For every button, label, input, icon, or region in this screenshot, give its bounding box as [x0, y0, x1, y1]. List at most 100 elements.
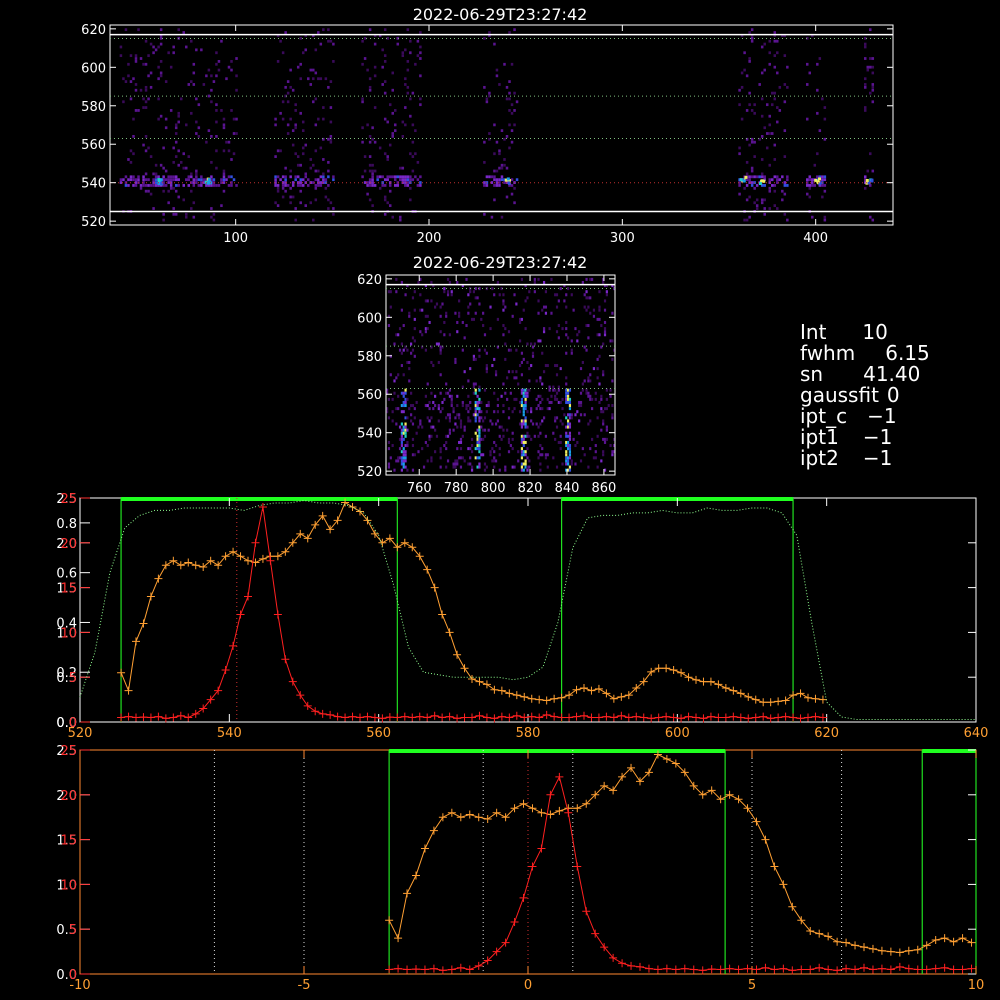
heatmap-cell: [561, 407, 564, 411]
heatmap-cell: [185, 123, 188, 127]
heatmap-cell: [605, 293, 608, 297]
heatmap-cell: [488, 175, 491, 179]
data-point: [609, 713, 618, 722]
data-point: [770, 965, 779, 974]
heatmap-cell: [493, 456, 496, 460]
heatmap-cell: [871, 57, 875, 60]
data-point: [169, 713, 178, 722]
heatmap-cell: [410, 404, 413, 408]
heatmap-cell: [568, 407, 572, 411]
heatmap-cell: [215, 120, 218, 124]
heatmap-cell: [474, 419, 477, 423]
heatmap-cell: [404, 416, 407, 420]
heatmap-cell: [750, 137, 754, 141]
heatmap-cell: [871, 71, 875, 75]
heatmap-cell: [566, 287, 570, 291]
heatmap-cell: [483, 160, 486, 164]
heatmap-cell: [583, 453, 586, 457]
heatmap-cell: [818, 175, 822, 179]
heatmap-cell: [373, 106, 377, 109]
heatmap-cell: [568, 465, 572, 469]
heatmap-cell: [368, 178, 372, 182]
spectrum-y-tick-label: 0.6: [56, 567, 77, 582]
heatmap-cell: [322, 137, 325, 141]
heatmap-cell: [505, 135, 509, 138]
heatmap-cell: [871, 218, 875, 222]
data-point: [692, 713, 700, 722]
heatmap-cell: [552, 456, 555, 460]
heatmap-cell: [402, 459, 405, 463]
heatmap-cell: [768, 123, 771, 127]
heatmap-cell: [152, 51, 155, 55]
data-point: [124, 712, 133, 721]
heatmap-cell: [386, 407, 389, 411]
heatmap-cell: [299, 36, 302, 40]
heatmap-cell: [402, 431, 405, 435]
heatmap-cell: [139, 88, 143, 92]
data-point: [385, 916, 394, 925]
heatmap-cell: [821, 97, 824, 101]
heatmap-cell: [317, 184, 320, 187]
heatmap-cell: [461, 434, 464, 438]
heatmap-cell: [402, 450, 405, 454]
heatmap-cell: [563, 299, 566, 303]
heatmap-cell: [274, 181, 277, 184]
heatmap-cell: [212, 80, 216, 83]
heatmap-cell: [147, 189, 150, 193]
data-point: [721, 683, 730, 692]
heatmap-cell: [400, 280, 403, 284]
heatmap-cell: [520, 397, 524, 401]
heatmap-cell: [768, 178, 771, 182]
heatmap-cell: [152, 45, 155, 49]
heatmap-cell: [505, 85, 509, 89]
heatmap-cell: [570, 351, 573, 355]
spectrum-y-tick-label: 2.0: [56, 537, 77, 552]
data-point: [394, 964, 403, 973]
heatmap-cell: [159, 114, 163, 118]
heatmap-cell: [459, 447, 463, 451]
heatmap-cell: [613, 450, 616, 454]
heatmap-cell: [456, 320, 459, 324]
heatmap-cell: [424, 314, 427, 318]
spectrum-y-tick-label: 5: [69, 671, 77, 686]
heatmap-cell: [500, 175, 504, 179]
heatmap-cell: [119, 54, 123, 58]
heatmap-cell: [517, 382, 520, 386]
velocity-x-tick-label: -10: [69, 978, 90, 993]
data-point: [736, 713, 745, 722]
heatmap-cell: [748, 103, 751, 107]
heatmap-cell: [445, 391, 448, 395]
heatmap-cell: [811, 181, 814, 184]
heatmap-cell: [611, 339, 614, 343]
heatmap-cell: [391, 410, 394, 414]
heatmap-cell: [408, 407, 411, 411]
heatmap-cell: [411, 468, 415, 472]
heatmap-cell: [414, 152, 417, 156]
heatmap-cell: [864, 186, 867, 190]
data-point: [669, 713, 678, 722]
heatmap-cell: [603, 333, 607, 337]
heatmap-cell: [200, 178, 203, 182]
heatmap-cell: [510, 103, 514, 107]
heatmap-cell: [808, 184, 812, 187]
heatmap-cell: [432, 407, 435, 411]
heatmap-cell: [738, 146, 741, 150]
heatmap-cell: [598, 317, 601, 321]
data-point: [468, 674, 476, 683]
heatmap-cell: [411, 155, 415, 158]
heatmap-cell: [212, 184, 216, 187]
heatmap-cell: [750, 140, 754, 144]
heatmap-cell: [520, 450, 524, 454]
data-point: [154, 574, 163, 583]
data-point: [429, 964, 438, 973]
heatmap-cell: [463, 428, 466, 432]
heatmap-cell: [555, 364, 559, 368]
heatmap-cell: [566, 413, 570, 417]
heatmap-cell: [559, 367, 562, 371]
zoom-frame: [385, 274, 616, 476]
heatmap-cell: [368, 163, 372, 167]
heatmap-cell: [467, 416, 470, 420]
heatmap-cell: [205, 140, 208, 144]
zoom-heatmap-panel: 2022-06-29T23:27:42 760 780 800 820 840 86052…: [357, 253, 616, 496]
heatmap-cell: [406, 416, 409, 420]
